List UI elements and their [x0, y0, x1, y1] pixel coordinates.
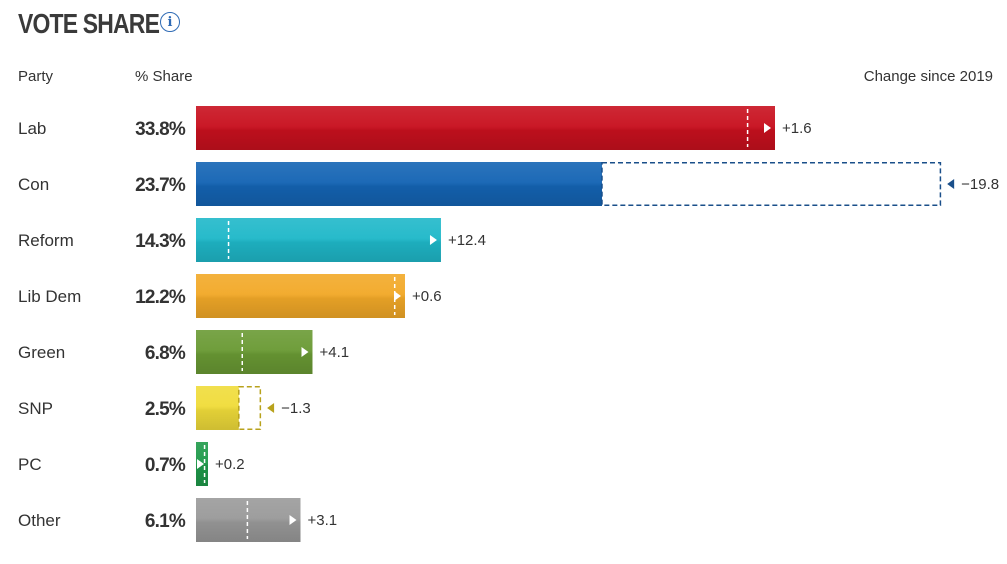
arrow-up-lib-dem [393, 291, 401, 301]
bar-shine-reform [196, 218, 441, 262]
bar-shine-other [196, 498, 301, 542]
share-label-con: 23.7% [135, 175, 186, 196]
arrow-down-con [947, 179, 955, 189]
share-label-green: 6.8% [145, 343, 186, 364]
bar-shine-con [196, 162, 602, 206]
party-label-snp: SNP [18, 399, 53, 418]
party-label-green: Green [18, 343, 65, 362]
arrow-up-green [301, 347, 309, 357]
party-label-con: Con [18, 175, 49, 194]
info-icon[interactable]: i [160, 12, 180, 32]
prev-outline-snp [238, 386, 262, 430]
bar-shine-lab [196, 106, 775, 150]
party-label-pc: PC [18, 455, 42, 474]
change-label-pc: +0.2 [215, 456, 245, 473]
arrow-up-other [289, 515, 297, 525]
share-label-lab: 33.8% [135, 119, 186, 140]
arrow-up-lab [764, 123, 771, 133]
share-label-pc: 0.7% [145, 455, 186, 476]
change-label-snp: −1.3 [281, 400, 311, 417]
change-label-con: −19.8 [961, 176, 999, 193]
arrow-down-snp [267, 403, 275, 413]
change-label-lib-dem: +0.6 [412, 288, 442, 305]
share-label-lib-dem: 12.2% [135, 287, 186, 308]
party-label-lib-dem: Lib Dem [18, 287, 81, 306]
party-label-other: Other [18, 511, 61, 530]
share-label-snp: 2.5% [145, 399, 186, 420]
page-title: VOTE SHARE [18, 8, 160, 39]
change-label-other: +3.1 [307, 512, 337, 529]
prev-outline-con [601, 162, 942, 206]
column-header-change: Change since 2019 [863, 68, 993, 85]
party-label-reform: Reform [18, 231, 74, 250]
share-label-reform: 14.3% [135, 231, 186, 252]
arrow-up-pc [196, 459, 204, 469]
title-container: VOTE SHARE [18, 4, 190, 44]
change-label-green: +4.1 [319, 344, 349, 361]
column-header-share: % Share [135, 68, 193, 85]
change-label-lab: +1.6 [782, 120, 812, 137]
party-label-lab: Lab [18, 119, 46, 138]
bar-shine-lib-dem [196, 274, 405, 318]
share-label-other: 6.1% [145, 511, 186, 532]
bar-shine-snp [196, 386, 239, 430]
arrow-up-reform [429, 235, 437, 245]
column-header-party: Party [18, 68, 54, 85]
change-label-reform: +12.4 [448, 232, 486, 249]
bar-shine-green [196, 330, 313, 374]
